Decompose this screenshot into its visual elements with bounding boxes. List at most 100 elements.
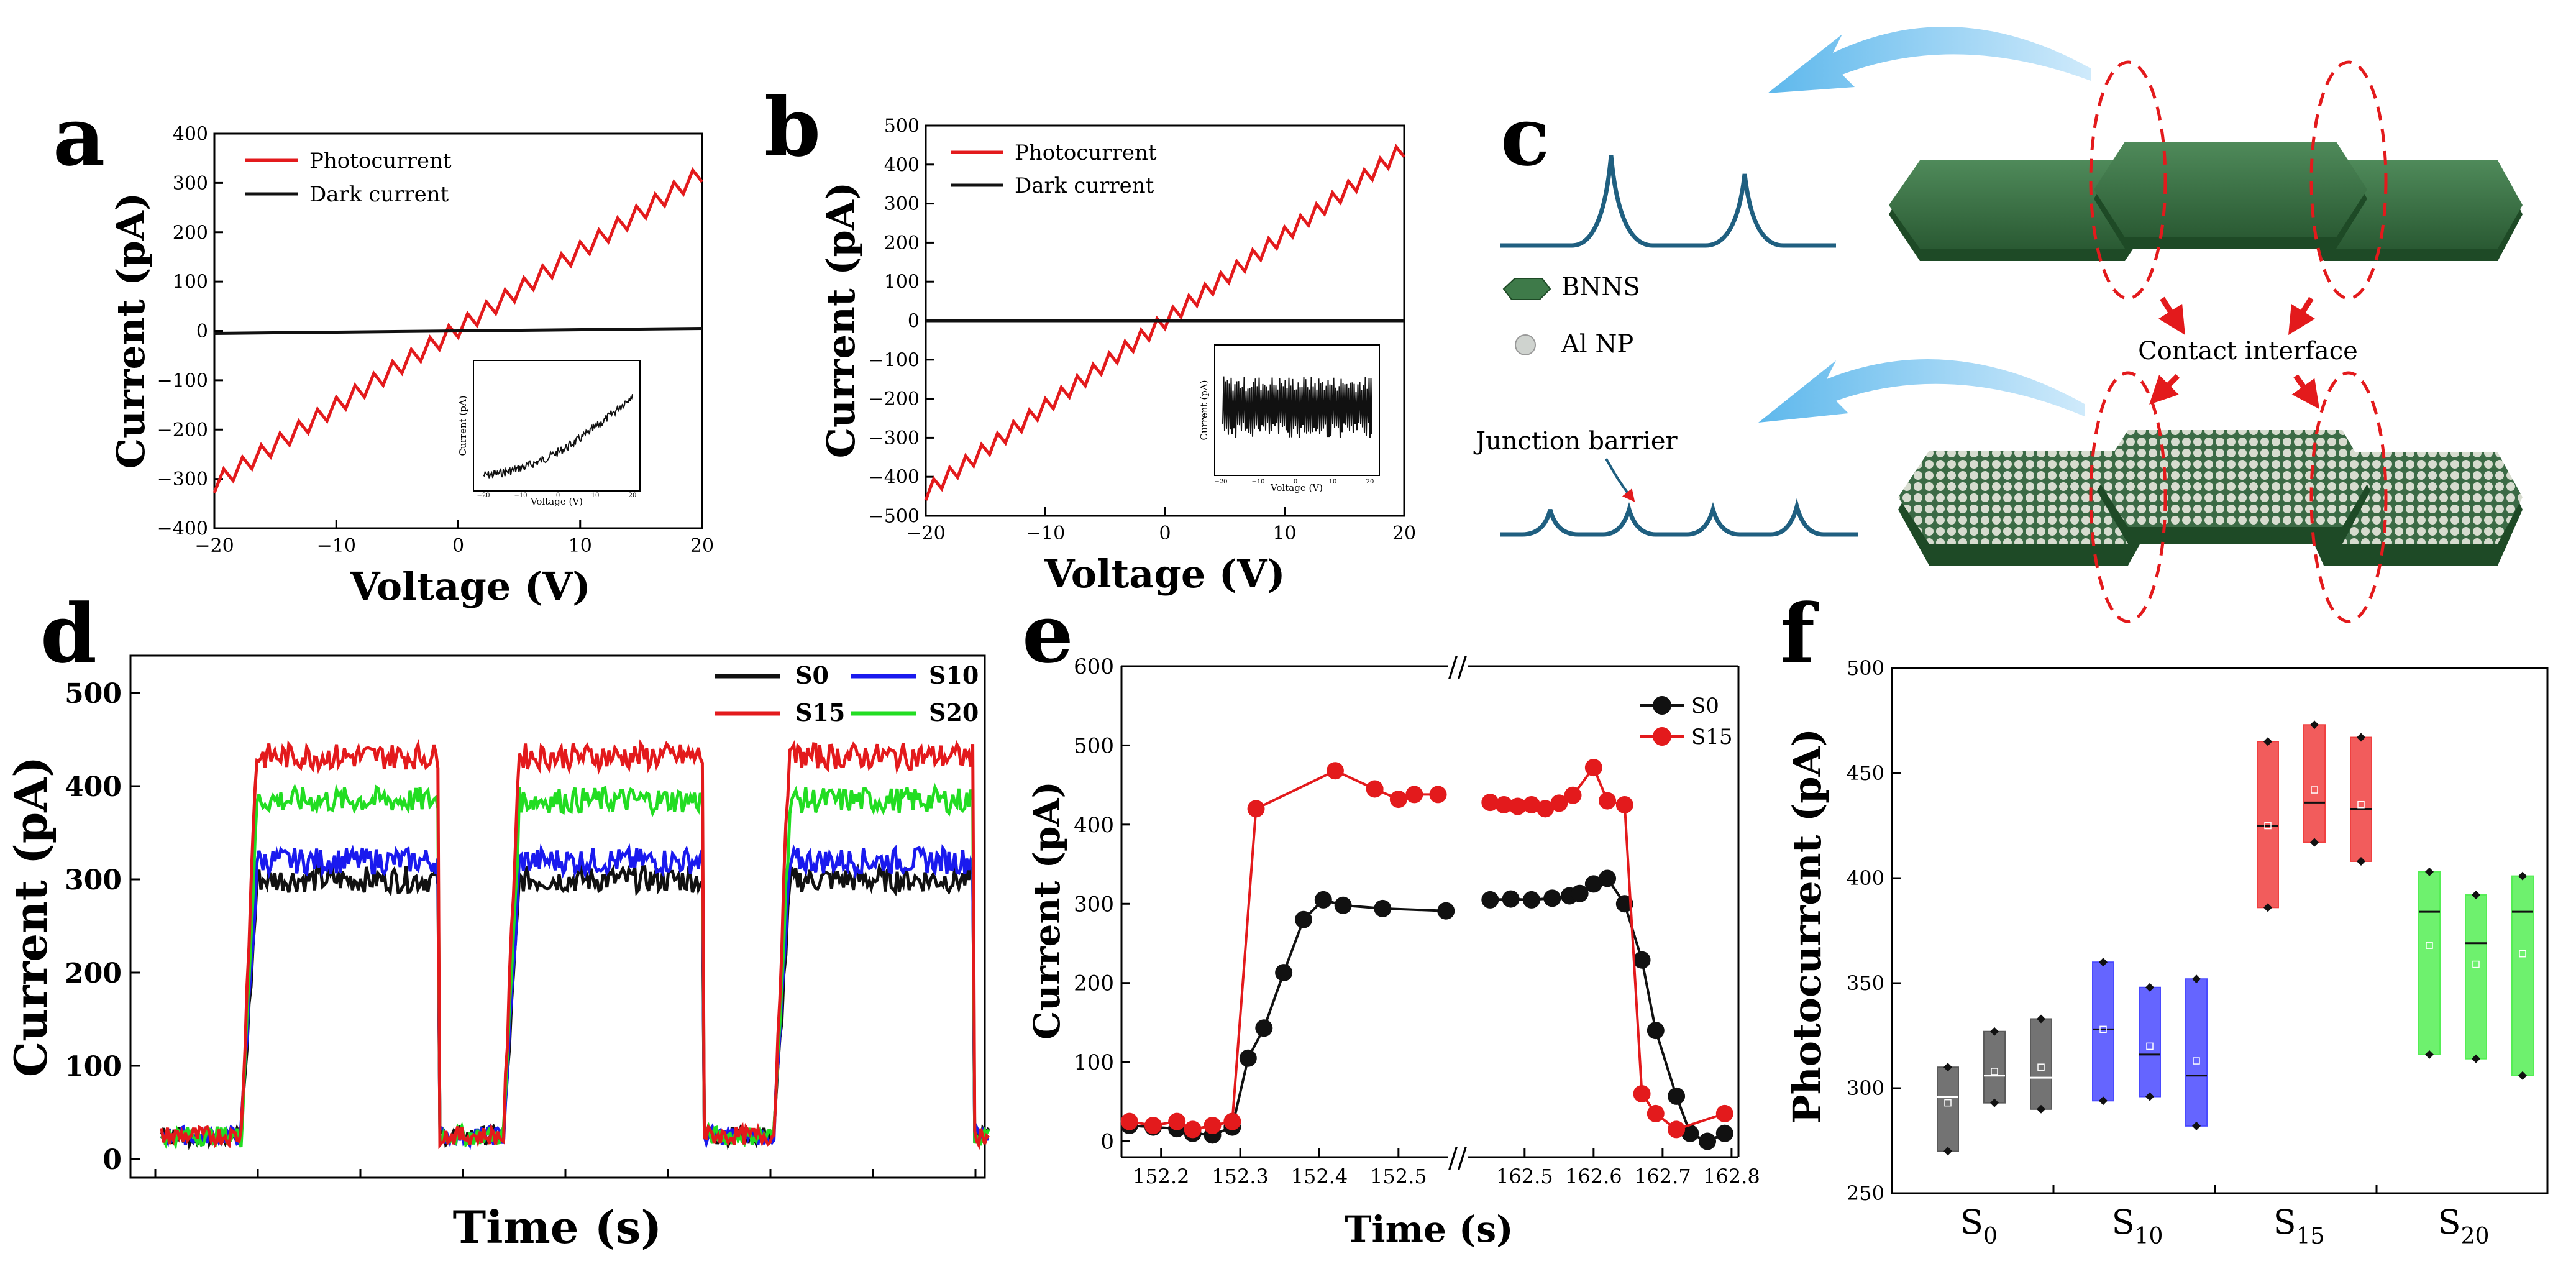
panel-e-axis-break-bottom: // (1448, 1142, 1467, 1174)
panel-e-point-S15 (1522, 795, 1540, 813)
panel-e-series (1120, 759, 1733, 1150)
panel-f-box (2303, 724, 2326, 843)
y-tick-label: 400 (884, 154, 920, 176)
panel-c-blue-arrow-bottom (1758, 359, 2085, 423)
panel-e-ticks: 0 100 200 300 400 500 600 152.2 152.3 152.4 152.5 1… (1074, 654, 1760, 1188)
panel-f-extreme (2425, 867, 2434, 876)
x-tick-label: 152.4 (1291, 1165, 1348, 1188)
y-tick-label: −100 (157, 370, 208, 392)
x-tick-label: 162.5 (1496, 1165, 1553, 1188)
panel-e-point-S15 (1168, 1112, 1186, 1130)
y-tick-label: 200 (884, 232, 920, 254)
panel-e-point-S0 (1571, 884, 1589, 902)
inset-x-tick: −10 (1251, 479, 1264, 485)
panel-e-point-S15 (1120, 1112, 1138, 1130)
panel-e-axis-break-top: // (1448, 651, 1467, 683)
y-tick-label: 200 (1074, 971, 1114, 996)
x-tick-label: 10 (1272, 523, 1296, 544)
panel-e-point-S15 (1481, 794, 1499, 812)
panel-c-contact-ellipse-2 (2309, 60, 2388, 300)
panel-a-inset: Voltage (V) Current (pA) −20 −10 0 10 20 (457, 360, 641, 507)
panel-c-contact-ellipse-1 (2089, 60, 2167, 300)
panel-e-point-S15 (1564, 786, 1582, 804)
panel-f-mean (2099, 1025, 2107, 1033)
y-tick-label: 450 (1847, 761, 1884, 785)
panel-e-point-S15 (1584, 759, 1602, 777)
panel-b-photocurrent-line (924, 144, 1405, 501)
panel-b-xlabel: Voltage (V) (1044, 551, 1285, 597)
panel-f-box (2350, 736, 2372, 862)
x-tick-label: 162.8 (1703, 1165, 1760, 1188)
x-tick-label: 20 (690, 535, 714, 557)
inset-x-tick: 10 (1329, 479, 1337, 485)
panel-c-contact-label: Contact interface (2138, 337, 2358, 365)
panel-e-point-S0 (1275, 964, 1293, 982)
panel-f-extreme (2192, 1121, 2201, 1130)
y-tick-label: 500 (65, 678, 122, 710)
panel-f-extreme (2518, 871, 2527, 881)
panel-f-group-label: S20 (2438, 1203, 2490, 1249)
panel-e-point-S15 (1537, 800, 1555, 818)
panel-f-group-label: S10 (2112, 1203, 2163, 1249)
panel-f-extreme (2099, 1096, 2108, 1106)
panel-e-point-S0 (1615, 895, 1633, 913)
panel-f-chart: 250 300 350 400 450 500 S0 S10 S15 S20 Photocurr… (1784, 656, 2549, 1249)
panel-e-line-S0 (1490, 877, 1725, 1143)
y-tick-label: −400 (157, 518, 208, 540)
panel-b-inset-xlabel: Voltage (V) (1270, 482, 1323, 493)
y-tick-label: 400 (1074, 813, 1114, 838)
panel-e-point-S15 (1495, 795, 1513, 813)
panel-f-extreme (2425, 1050, 2434, 1059)
panel-b-legend-photo-label: Photocurrent (1015, 140, 1157, 165)
panel-e-point-S15 (1550, 794, 1568, 812)
panel-e-line-S15 (1129, 769, 1438, 1131)
panel-f-mean (2357, 800, 2365, 809)
panel-d-xlabel: Time (s) (453, 1201, 662, 1253)
panel-e-point-S15 (1326, 762, 1344, 780)
panel-e-point-S15 (1633, 1085, 1651, 1103)
y-tick-label: 250 (1847, 1181, 1884, 1205)
panel-e-point-S15 (1366, 780, 1384, 798)
x-tick-label: 152.3 (1212, 1165, 1269, 1188)
panel-f-mean (2311, 786, 2318, 794)
panel-c-contact-ellipse-4 (2309, 371, 2388, 623)
panel-d-line-S20 (160, 782, 990, 1151)
panel-f-extreme (2357, 856, 2365, 866)
panel-f-box (2092, 961, 2114, 1102)
y-tick-label: −200 (869, 388, 920, 410)
panel-f-mean (1991, 1068, 1998, 1075)
panel-d-legend-s20: S20 (929, 699, 979, 726)
x-tick-label: 20 (1392, 523, 1416, 544)
panel-e-xlabel: Time (s) (1345, 1208, 1513, 1250)
panel-f-extreme (2310, 838, 2319, 847)
panel-e-point-S15 (1599, 792, 1617, 810)
panel-f-extreme (1990, 1027, 1999, 1036)
panel-c-al-np-legend-icon (1515, 334, 1536, 355)
panel-c-contact-arrow-2 (2288, 296, 2316, 336)
y-tick-label: −200 (157, 419, 208, 441)
panel-f-extreme (2472, 1054, 2480, 1063)
panel-f-extreme (2518, 1071, 2527, 1080)
panel-b-chart: −20 −10 0 10 20−500−400−300−200−100010020030… (818, 116, 1416, 597)
y-tick-label: 100 (173, 272, 208, 293)
panel-b-ticks: −20 −10 0 10 20−500−400−300−200−100010020030… (869, 116, 1417, 545)
panel-f-mean (1944, 1099, 1952, 1107)
panel-c-contact-arrow-1 (2158, 296, 2185, 336)
y-tick-label: 500 (884, 116, 920, 137)
panel-d-legend-s0: S0 (795, 661, 829, 689)
panel-b-inset-ylabel: Current (pA) (1199, 380, 1210, 441)
panel-e-point-S15 (1247, 800, 1265, 818)
panel-c-contact-arrow-3 (2149, 373, 2180, 405)
panel-e-point-S0 (1314, 891, 1332, 909)
panel-c-high-barrier-profile (1500, 155, 1836, 248)
panel-f-extreme (1943, 1063, 1952, 1072)
x-tick-label: −10 (1026, 523, 1065, 544)
panel-f-box (2185, 978, 2208, 1127)
panel-e-chart: // // 0 100 200 300 400 500 600 152.2 152.3 152.4… (1026, 651, 1760, 1250)
panel-f-box (2418, 871, 2441, 1055)
panel-f-box (2465, 894, 2487, 1060)
y-tick-label: 100 (1074, 1050, 1114, 1075)
panel-f-extreme (2145, 1092, 2154, 1101)
